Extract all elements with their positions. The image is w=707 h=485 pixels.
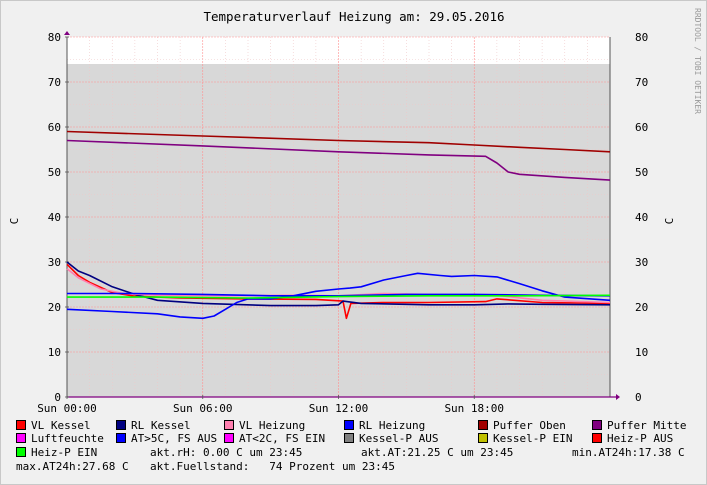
y-tick-label-right: 30 xyxy=(635,256,648,269)
legend-swatch xyxy=(592,420,602,430)
series-line xyxy=(66,139,611,181)
legend-label: Kessel-P AUS xyxy=(359,432,439,445)
y-tick-label-left: 70 xyxy=(48,76,61,89)
y-axis-label-left: C xyxy=(8,218,21,225)
series-line xyxy=(67,294,611,299)
chart-title: Temperaturverlauf Heizung am: 29.05.2016 xyxy=(203,9,504,24)
y-tick-label-right: 10 xyxy=(635,346,648,359)
legend-swatch xyxy=(16,433,26,443)
series-line xyxy=(66,130,611,153)
legend-item: RL Heizung xyxy=(344,419,425,432)
y-tick-label-left: 30 xyxy=(48,256,61,269)
legend-swatch xyxy=(16,420,26,430)
legend-swatch xyxy=(116,433,126,443)
legend-label: RL Kessel xyxy=(131,419,191,432)
legend-item: Heiz-P AUS xyxy=(592,432,673,445)
legend-label: RL Heizung xyxy=(359,419,426,432)
legend-item: Luftfeuchte xyxy=(16,432,104,445)
legend-swatch xyxy=(478,433,488,443)
y-axis-arrow xyxy=(64,31,70,35)
info-min-temp: min.AT24h:17.38 C xyxy=(572,446,685,459)
watermark: RRDTOOL / TOBI OETIKER xyxy=(693,8,702,114)
legend-swatch xyxy=(592,433,602,443)
legend-item: Kessel-P AUS xyxy=(344,432,438,445)
legend-label: AT<2C, FS EIN xyxy=(239,432,326,445)
info-outside-temp: akt.AT:21.25 C um 23:45 xyxy=(361,446,514,459)
y-tick-label-right: 50 xyxy=(635,166,648,179)
y-tick-label-left: 0 xyxy=(54,391,61,404)
series-line xyxy=(66,272,611,320)
legend-label: VL Kessel xyxy=(31,419,91,432)
legend-item: Puffer Oben xyxy=(478,419,566,432)
legend-item: VL Kessel xyxy=(16,419,91,432)
x-axis-arrow xyxy=(616,394,620,400)
y-axis-label-right: C xyxy=(663,218,676,225)
legend-item: AT<2C, FS EIN xyxy=(224,432,325,445)
info-fill-level: akt.Fuellstand: 74 Prozent um 23:45 xyxy=(150,460,396,473)
legend-label: VL Heizung xyxy=(239,419,306,432)
legend-swatch xyxy=(116,420,126,430)
legend-swatch xyxy=(224,420,234,430)
legend-item: VL Heizung xyxy=(224,419,305,432)
legend-label: AT>5C, FS AUS xyxy=(131,432,218,445)
y-tick-label-left: 20 xyxy=(48,301,61,314)
x-tick-label: Sun 00:00 xyxy=(37,402,97,415)
legend-label: Puffer Oben xyxy=(493,419,566,432)
legend-swatch xyxy=(344,433,354,443)
legend-swatch xyxy=(478,420,488,430)
y-tick-label-left: 40 xyxy=(48,211,61,224)
y-tick-label-right: 70 xyxy=(635,76,648,89)
series-line xyxy=(66,261,611,307)
x-tick-label: Sun 12:00 xyxy=(309,402,369,415)
y-tick-label-right: 20 xyxy=(635,301,648,314)
legend-item: Heiz-P EIN xyxy=(16,446,97,459)
legend-swatch xyxy=(16,447,26,457)
legend-item: AT>5C, FS AUS xyxy=(116,432,217,445)
x-tick-label: Sun 18:00 xyxy=(444,402,504,415)
y-tick-label-right: 60 xyxy=(635,121,648,134)
y-tick-label-left: 10 xyxy=(48,346,61,359)
legend-item: RL Kessel xyxy=(116,419,191,432)
legend-label: Heiz-P AUS xyxy=(607,432,674,445)
y-tick-label-right: 80 xyxy=(635,31,648,44)
info-max-temp: max.AT24h:27.68 C xyxy=(16,460,129,473)
legend-label: Luftfeuchte xyxy=(31,432,104,445)
legend-label: Puffer Mitte xyxy=(607,419,687,432)
info-humidity: akt.rH: 0.00 C um 23:45 xyxy=(150,446,303,459)
legend-label: Heiz-P EIN xyxy=(31,446,98,459)
y-tick-label-left: 80 xyxy=(48,31,61,44)
legend-item: Puffer Mitte xyxy=(592,419,686,432)
y-tick-label-left: 60 xyxy=(48,121,61,134)
legend-swatch xyxy=(344,420,354,430)
x-tick-label: Sun 06:00 xyxy=(173,402,233,415)
legend-item: Kessel-P EIN xyxy=(478,432,572,445)
y-tick-label-right: 0 xyxy=(635,391,642,404)
legend-swatch xyxy=(224,433,234,443)
legend-label: Kessel-P EIN xyxy=(493,432,573,445)
y-tick-label-right: 40 xyxy=(635,211,648,224)
y-tick-label-left: 50 xyxy=(48,166,61,179)
